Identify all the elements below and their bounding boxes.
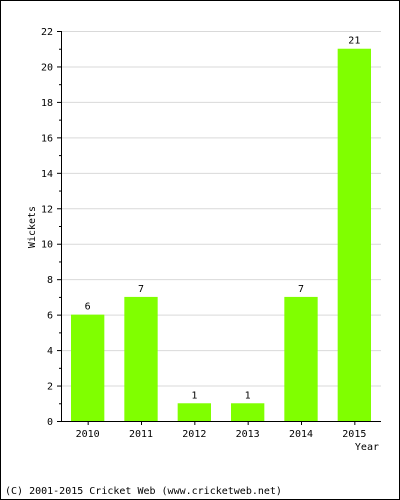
x-tick-label: 2015: [342, 429, 366, 440]
x-tick-label: 2013: [236, 429, 260, 440]
labels: 0 2 4 6 8 10 12 14 16 18 20 22 6 2010 7 2011 1 2012 1 2013 7…: [41, 27, 366, 440]
y-tick-label: 0: [47, 417, 53, 428]
x-tick-label: 2010: [76, 429, 100, 440]
data-label: 6: [85, 302, 91, 313]
y-tick-label: 4: [47, 346, 53, 357]
bar: [177, 403, 211, 421]
y-axis-title: Wickets: [27, 206, 38, 248]
bar: [71, 314, 105, 421]
y-tick-label: 12: [41, 204, 53, 215]
bar: [337, 48, 371, 422]
y-tick-label: 8: [47, 275, 53, 286]
y-tick-label: 18: [41, 98, 53, 109]
data-label: 1: [245, 390, 251, 401]
axes: [57, 31, 381, 425]
bar: [124, 296, 158, 421]
y-tick-label: 22: [41, 27, 53, 38]
y-tick-label: 6: [47, 311, 53, 322]
bars: [71, 48, 371, 422]
data-label: 1: [191, 390, 197, 401]
y-tick-label: 16: [41, 133, 53, 144]
x-tick-label: 2012: [182, 429, 206, 440]
copyright-credit: (C) 2001-2015 Cricket Web (www.cricketwe…: [5, 486, 282, 497]
x-axis-title: Year: [355, 442, 379, 453]
gridlines: [61, 31, 381, 387]
y-tick-label: 2: [47, 382, 53, 393]
y-tick-label: 20: [41, 62, 53, 73]
x-tick-label: 2014: [289, 429, 313, 440]
data-label: 21: [348, 36, 360, 47]
y-tick-label: 14: [41, 169, 53, 180]
y-tick-label: 10: [41, 240, 53, 251]
data-label: 7: [138, 284, 144, 295]
bar: [284, 296, 318, 421]
x-tick-label: 2011: [129, 429, 153, 440]
bar: [231, 403, 265, 421]
data-label: 7: [298, 284, 304, 295]
